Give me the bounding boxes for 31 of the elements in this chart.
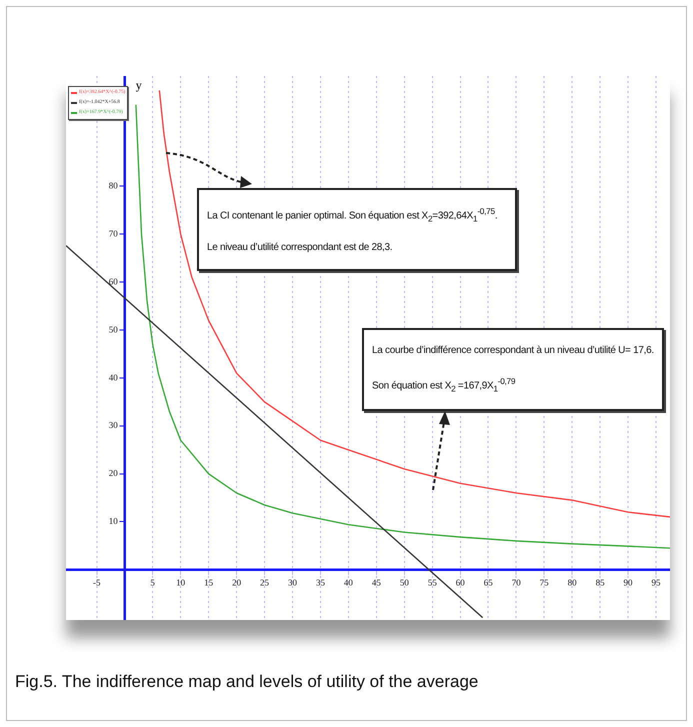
x-tick-label: 35 [316, 577, 326, 588]
x-tick-label: 10 [176, 577, 186, 588]
x-tick-label: 45 [372, 577, 382, 588]
x-tick-label: 55 [428, 577, 438, 588]
y-tick-label: 10 [108, 516, 118, 526]
y-tick-label: 60 [108, 276, 118, 286]
x-tick-label: 20 [232, 577, 242, 588]
y-tick-label: 70 [108, 228, 118, 239]
x-tick-label: 5 [150, 577, 156, 588]
caption: Fig.5. The indifference map and levels of utility of the average [15, 672, 480, 692]
x-tick-label: 75 [540, 577, 550, 588]
x-tick-label: 70 [512, 577, 522, 588]
x-tick-label: 30 [288, 577, 298, 588]
callout-box: La CI contenant le panier optimal. Son équation est X$_{2}$=392,64X$_{1}$$^{-0,75}$. Le niveau d’utilité correspondant est de 28,3. [197, 188, 517, 272]
x-tick-label: 15 [204, 577, 214, 588]
y-tick-label: 30 [108, 420, 118, 430]
y-tick-label: 80 [108, 180, 118, 191]
x-tick-label: 90 [624, 577, 634, 588]
x-tick-label: 25 [260, 577, 270, 588]
y-axis-title: y [136, 78, 142, 93]
y-tick-label: 20 [108, 468, 118, 478]
x-tick-label: -5 [93, 577, 102, 588]
y-tick-label: 50 [108, 324, 118, 334]
x-tick-label: 65 [484, 577, 494, 588]
x-tick-label: 50 [400, 577, 410, 588]
x-tick-label: 60 [456, 577, 466, 588]
y-tick-label: 40 [108, 372, 118, 382]
x-tick-label: 85 [596, 577, 606, 588]
x-tick-label: 95 [652, 577, 662, 588]
x-tick-label: 40 [344, 577, 354, 588]
x-tick-label: 80 [568, 577, 578, 588]
